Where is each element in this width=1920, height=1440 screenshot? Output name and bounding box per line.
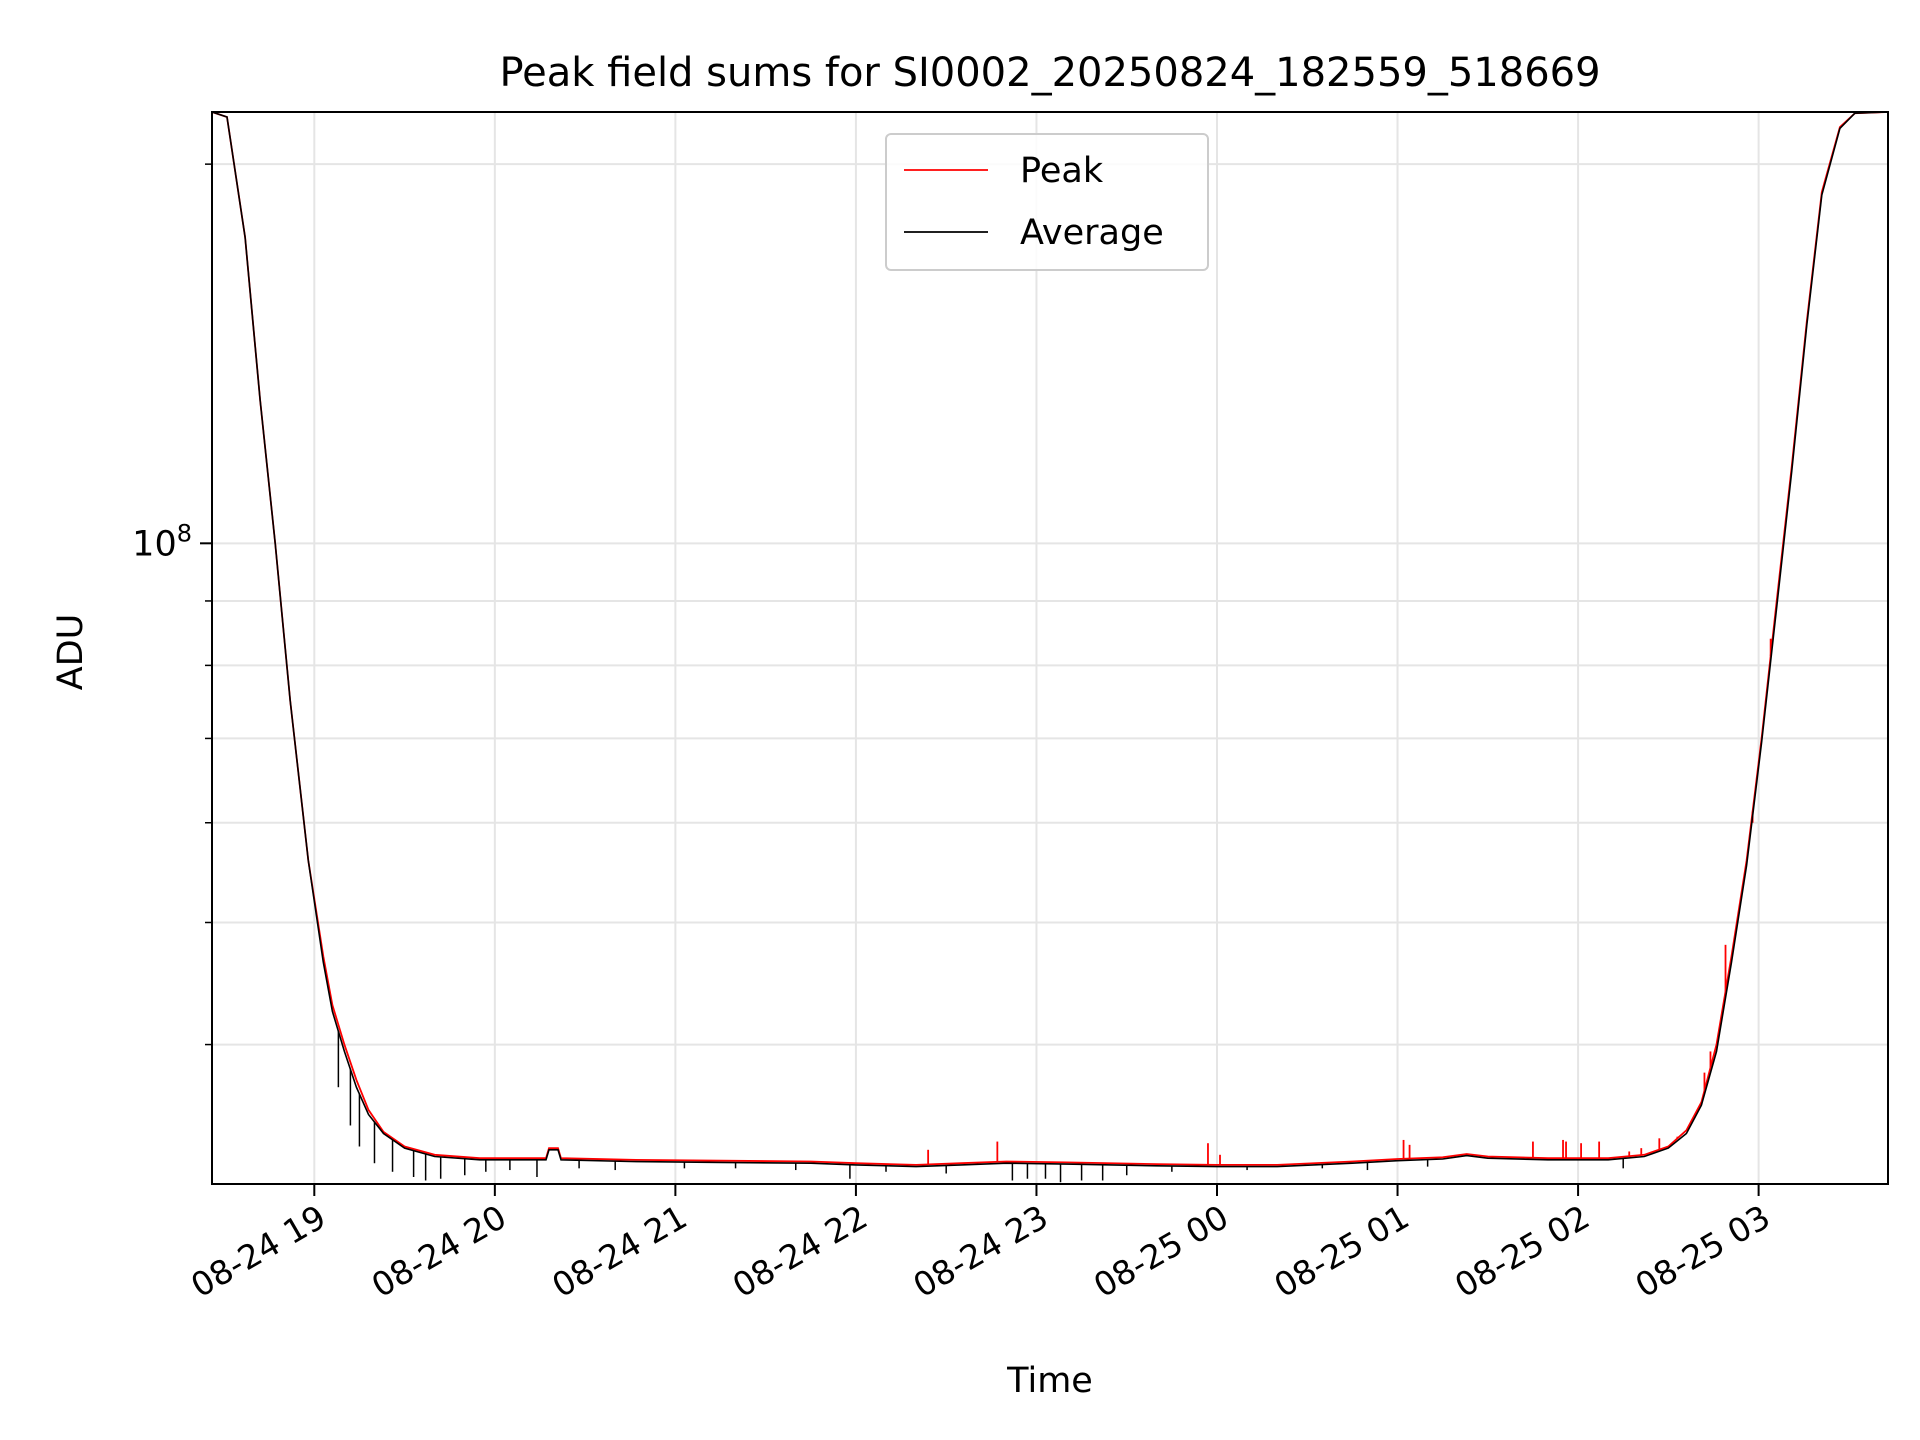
- series-layer: [211, 111, 1889, 1183]
- legend-frame: [885, 133, 1209, 271]
- legend: Peak Average: [885, 133, 1209, 271]
- series-line-peak: [211, 111, 1889, 1166]
- legend-label-peak: Peak: [1020, 151, 1104, 191]
- grid: [212, 112, 1888, 1184]
- y-tick-exponent: 8: [177, 519, 192, 547]
- legend-label-average: Average: [1020, 213, 1164, 253]
- y-axis-label: ADU: [51, 614, 91, 691]
- plot-frame: [211, 111, 1889, 1185]
- chart-title: Peak field sums for SI0002_20250824_1825…: [499, 50, 1600, 96]
- x-axis-label: Time: [1006, 1361, 1093, 1401]
- series-line-average: [211, 111, 1889, 1168]
